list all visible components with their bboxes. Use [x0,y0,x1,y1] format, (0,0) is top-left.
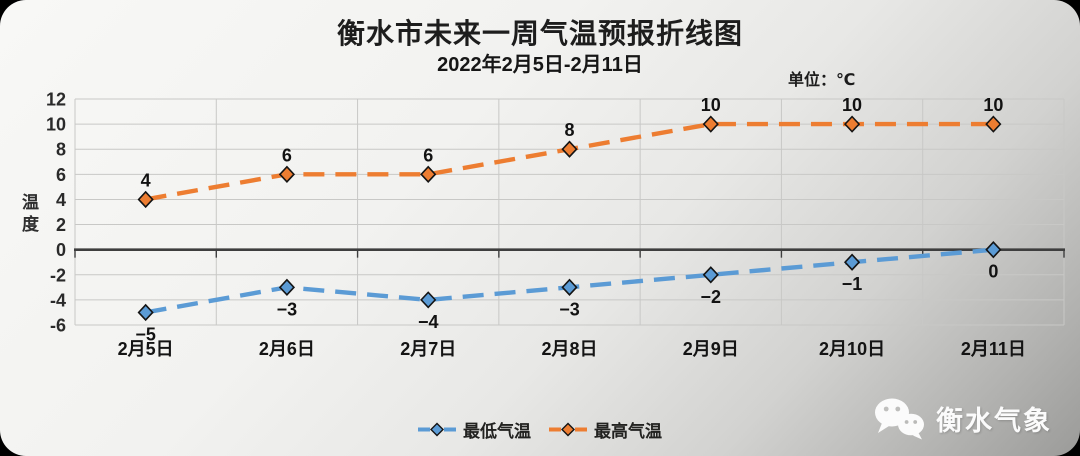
min-temp-value-label: −3 [277,299,298,319]
min-temp-marker [843,253,861,271]
min-temp-value-label: −5 [135,324,156,344]
x-tick-label: 2月5日 [118,339,174,359]
max-temp-value-label: 6 [282,145,292,165]
min-temp-value-label: −1 [842,274,863,294]
max-temp-marker [420,165,437,184]
x-tick-label: 2月8日 [541,339,597,359]
min-temp-marker [985,240,1002,259]
y-tick-label: -4 [50,290,66,310]
min-temp-marker [561,278,578,297]
min-temp-legend-marker [418,422,456,437]
max-temp-value-label: 8 [564,120,574,140]
y-tick-label: 10 [46,115,66,135]
y-tick-label: 8 [56,140,66,160]
chart-subtitle: 2022年2月5日-2月11日 [437,54,643,76]
legend-item-max-temp: 最高气温 [549,417,662,442]
legend-item-min-temp: 最低气温 [418,417,531,442]
y-tick-label: -6 [50,316,66,336]
max-temp-value-label: 6 [423,145,433,165]
max-temp-value-label: 10 [842,95,862,115]
y-tick-label: 12 [46,90,66,110]
y-tick-label: -2 [50,265,66,285]
max-temp-marker [137,190,154,209]
max-temp-marker [843,115,861,133]
min-temp-value-label: −3 [559,299,580,319]
chart-legend: 最低气温 最高气温 [0,417,1080,442]
watermark: 衡水气象 [872,396,1052,440]
max-temp-marker [278,165,296,184]
x-tick-label: 2月10日 [819,339,885,359]
min-temp-marker [137,303,154,322]
watermark-text: 衡水气象 [936,405,1052,436]
x-tick-label: 2月6日 [259,339,315,359]
y-tick-label: 6 [56,165,66,185]
legend-label-min-temp: 最低气温 [463,422,531,441]
wechat-icon [872,396,926,440]
min-temp-marker [278,278,296,297]
max-temp-legend-marker [549,422,587,437]
max-temp-marker [561,140,578,158]
y-axis-title: 温度 [22,193,39,234]
chart-title: 衡水市未来一周气温预报折线图 [336,18,743,49]
x-tick-label: 2月7日 [400,339,456,359]
min-temp-value-label: −4 [418,312,439,332]
y-tick-label: 2 [56,215,66,235]
min-temp-marker [420,291,437,309]
x-tick-label: 2月9日 [683,339,739,359]
min-temp-value-label: 0 [988,262,998,282]
x-tick-label: 2月11日 [961,339,1026,359]
unit-label: 单位：℃ [788,72,856,89]
max-temp-value-label: 10 [701,95,721,115]
min-temp-marker [702,266,719,284]
max-temp-marker [985,115,1002,133]
y-tick-label: 4 [56,190,66,210]
max-temp-marker [702,115,719,133]
max-temp-value-label: 4 [141,170,151,190]
y-tick-label: 0 [56,240,66,260]
min-temp-value-label: −2 [701,287,722,307]
legend-label-max-temp: 最高气温 [594,422,662,441]
max-temp-value-label: 10 [983,95,1003,115]
